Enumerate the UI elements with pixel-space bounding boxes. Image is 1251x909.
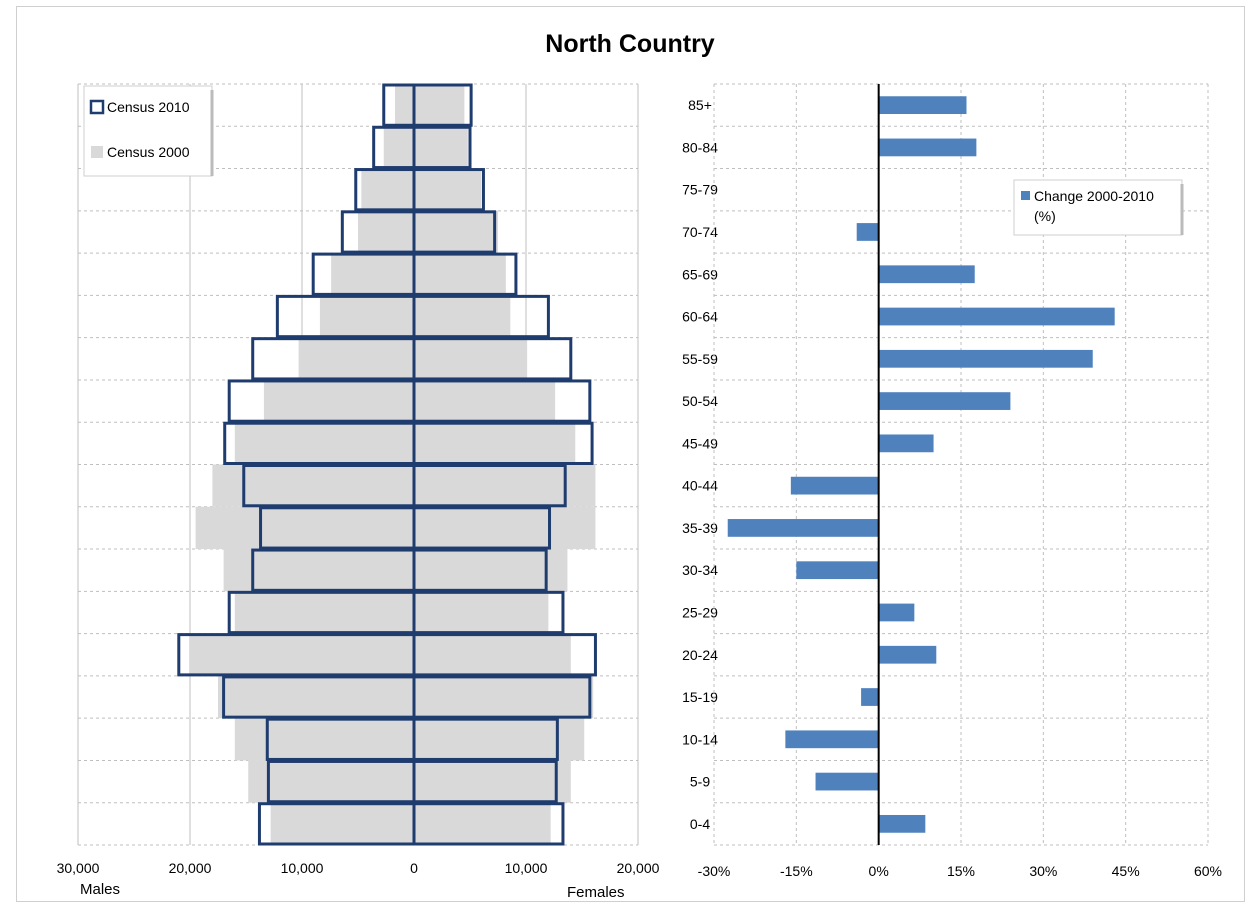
bar-census-2000-40-44 — [212, 464, 596, 507]
pyramid-tick-label: 20,000 — [617, 860, 660, 876]
change-bar-20-24 — [878, 645, 937, 664]
pyramid-legend-box — [83, 85, 213, 177]
age-label-55-59: 55-59 — [682, 351, 718, 367]
change-bar-40-44 — [790, 476, 879, 495]
age-label-0-4: 0-4 — [690, 816, 710, 832]
bar-census-2000-80-84 — [383, 126, 468, 169]
legend-swatch-census-2000 — [91, 146, 103, 158]
pyramid-tick-label: 10,000 — [281, 860, 324, 876]
age-label-85+: 85+ — [688, 97, 712, 113]
change-legend-box — [1013, 179, 1183, 236]
change-tick-label: 30% — [1029, 863, 1057, 879]
pyramid-axis: 30,000 20,000 10,000 0 10,000 20,000 — [57, 860, 660, 876]
age-label-65-69: 65-69 — [682, 266, 718, 282]
age-group-labels: 0-4 5-9 10-14 15-19 20-24 25-29 30-34 35-39 40-4… — [682, 97, 718, 832]
age-label-25-29: 25-29 — [682, 604, 718, 620]
change-tick-label: -15% — [780, 863, 813, 879]
change-bar-85+ — [878, 96, 967, 115]
legend-swatch-census-2010 — [89, 99, 105, 115]
bar-census-2000-35-39 — [195, 506, 596, 550]
bar-census-2000-65-69 — [331, 253, 506, 296]
females-axis-label: Females — [567, 884, 625, 901]
males-axis-label: Males — [80, 881, 120, 898]
pyramid-bars — [177, 83, 597, 846]
age-label-30-34: 30-34 — [682, 562, 718, 578]
change-bars — [727, 84, 1115, 845]
change-bar-70-74 — [856, 223, 879, 241]
pyramid-tick-label: 10,000 — [505, 860, 548, 876]
change-tick-label: 60% — [1194, 863, 1222, 879]
bar-census-2000-70-74 — [358, 210, 498, 254]
change-axis: -30% -15% 0% 15% 30% 45% 60% — [698, 863, 1222, 879]
age-label-20-24: 20-24 — [682, 647, 718, 663]
bar-census-2000-10-14 — [234, 718, 585, 761]
chart-frame — [16, 6, 1245, 902]
legend-label-census-2000: Census 2000 — [107, 144, 190, 160]
legend-label-change-line1: Change 2000-2010 — [1034, 188, 1154, 204]
age-label-15-19: 15-19 — [682, 689, 718, 705]
bar-census-2000-85+ — [394, 84, 465, 127]
change-bar-5-9 — [815, 772, 879, 791]
age-label-5-9: 5-9 — [690, 774, 710, 790]
change-bar-30-34 — [796, 561, 879, 580]
legend-label-change-line2: (%) — [1034, 208, 1056, 224]
change-bar-50-54 — [878, 392, 1011, 410]
change-bar-10-14 — [785, 730, 879, 749]
change-bar-35-39 — [727, 519, 879, 537]
age-label-40-44: 40-44 — [682, 478, 718, 494]
age-label-70-74: 70-74 — [682, 224, 718, 240]
chart-title: North Country — [545, 30, 715, 58]
change-bar-55-59 — [878, 349, 1093, 368]
bar-census-2000-30-34 — [223, 549, 568, 592]
change-legend: Change 2000-2010 (%) — [1013, 179, 1184, 236]
pyramid-tick-label: 0 — [410, 860, 418, 876]
change-tick-label: 15% — [947, 863, 975, 879]
bar-census-2000-15-19 — [218, 675, 594, 719]
change-bar-0-4 — [878, 814, 926, 833]
pyramid-tick-label: 30,000 — [57, 860, 100, 876]
bar-census-2000-25-29 — [234, 591, 549, 634]
change-bar-25-29 — [878, 603, 915, 622]
bar-census-2000-0-4 — [270, 802, 551, 845]
change-tick-label: 45% — [1112, 863, 1140, 879]
bar-census-2000-45-49 — [234, 422, 576, 465]
age-label-50-54: 50-54 — [682, 393, 718, 409]
age-label-35-39: 35-39 — [682, 520, 718, 536]
change-bar-45-49 — [878, 434, 934, 453]
bar-census-2000-5-9 — [248, 760, 571, 803]
legend-label-census-2010: Census 2010 — [107, 99, 190, 115]
age-label-60-64: 60-64 — [682, 309, 718, 325]
bar-census-2000-75-79 — [361, 168, 482, 211]
change-bar-80-84 — [878, 138, 977, 157]
change-bar-65-69 — [878, 265, 975, 284]
change-tick-label: -30% — [698, 863, 731, 879]
change-tick-label: 0% — [869, 863, 889, 879]
age-label-75-79: 75-79 — [682, 182, 718, 198]
pyramid-legend: Census 2010 Census 2000 — [83, 85, 214, 177]
bar-census-2000-20-24 — [190, 633, 571, 676]
age-label-80-84: 80-84 — [682, 139, 718, 155]
age-label-45-49: 45-49 — [682, 435, 718, 451]
pyramid-tick-label: 20,000 — [169, 860, 212, 876]
change-bar-60-64 — [878, 307, 1115, 326]
change-bar-15-19 — [861, 688, 879, 706]
bar-census-2000-50-54 — [263, 379, 556, 423]
legend-swatch-change — [1021, 191, 1030, 200]
age-label-10-14: 10-14 — [682, 731, 718, 747]
